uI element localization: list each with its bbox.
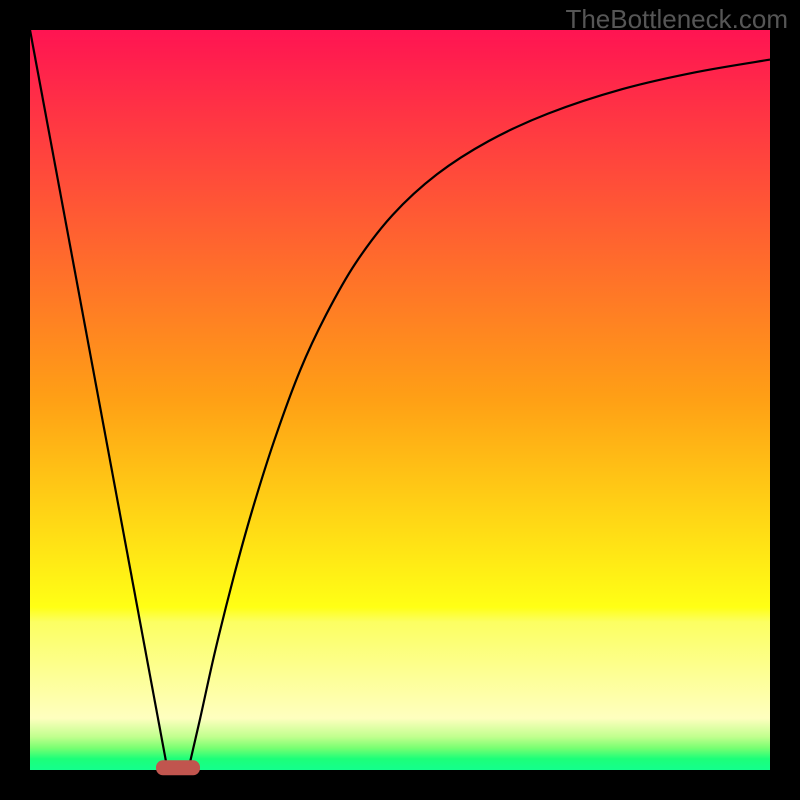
watermark-text: TheBottleneck.com: [565, 4, 788, 35]
plot-background: [30, 30, 770, 770]
optimal-marker: [156, 760, 200, 775]
bottleneck-chart: [0, 0, 800, 800]
chart-container: { "watermark": { "text": "TheBottleneck.…: [0, 0, 800, 800]
